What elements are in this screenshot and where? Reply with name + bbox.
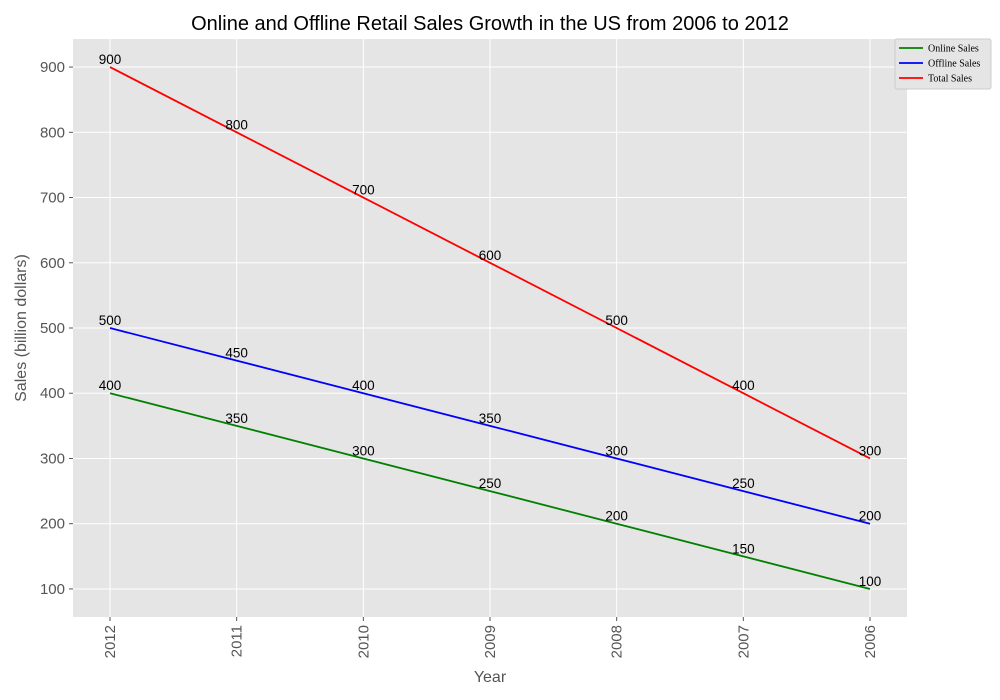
data-label: 150 (732, 541, 755, 556)
y-tick-label: 400 (40, 385, 65, 402)
legend-box (894, 38, 992, 90)
x-tick-label: 2011 (229, 625, 246, 657)
series-line-online-sales (109, 392, 871, 590)
data-label: 450 (225, 346, 248, 361)
data-label: 350 (479, 411, 502, 426)
data-label: 300 (352, 443, 375, 458)
x-tick-label: 2008 (609, 625, 626, 658)
x-axis-label: Year (474, 669, 507, 686)
series-line-total-sales (109, 66, 871, 460)
y-tick-label: 800 (40, 124, 65, 141)
chart-title: Online and Offline Retail Sales Growth i… (191, 13, 789, 35)
data-label: 350 (225, 411, 248, 426)
data-label: 200 (605, 509, 628, 524)
data-label: 250 (479, 476, 502, 491)
data-label: 900 (99, 52, 122, 67)
x-tick-label: 2010 (355, 625, 372, 658)
x-tick-label: 2012 (102, 625, 119, 658)
legend-label: Total Sales (928, 74, 972, 85)
data-label: 400 (732, 378, 755, 393)
y-tick-label: 300 (40, 450, 65, 467)
legend-label: Offline Sales (928, 59, 980, 70)
y-axis-label: Sales (billion dollars) (13, 254, 30, 402)
x-tick-label: 2006 (862, 625, 879, 658)
data-label: 500 (605, 313, 628, 328)
data-label: 700 (352, 183, 375, 198)
data-label: 300 (605, 443, 628, 458)
data-label: 800 (225, 117, 248, 132)
data-label: 500 (99, 313, 122, 328)
x-tick-label: 2007 (735, 625, 752, 658)
y-tick-label: 900 (40, 59, 65, 76)
data-label: 400 (99, 378, 122, 393)
data-label: 400 (352, 378, 375, 393)
legend-label: Online Sales (928, 44, 979, 55)
data-label: 250 (732, 476, 755, 491)
data-label: 600 (479, 248, 502, 263)
legend: Online Sales Offline Sales Total Sales (894, 38, 992, 90)
y-tick-label: 200 (40, 516, 65, 533)
x-tick-label: 2009 (482, 625, 499, 658)
y-tick-label: 700 (40, 190, 65, 207)
y-tick-label: 500 (40, 320, 65, 337)
series-line-offline-sales (109, 327, 871, 525)
data-label: 300 (859, 443, 882, 458)
y-tick-label: 100 (40, 581, 65, 598)
data-label: 200 (859, 509, 882, 524)
plot-area: 100 200 300 400 500 600 700 800 900 2012 2011 2010 2… (40, 39, 907, 658)
data-label: 100 (859, 574, 882, 589)
y-tick-label: 600 (40, 255, 65, 272)
